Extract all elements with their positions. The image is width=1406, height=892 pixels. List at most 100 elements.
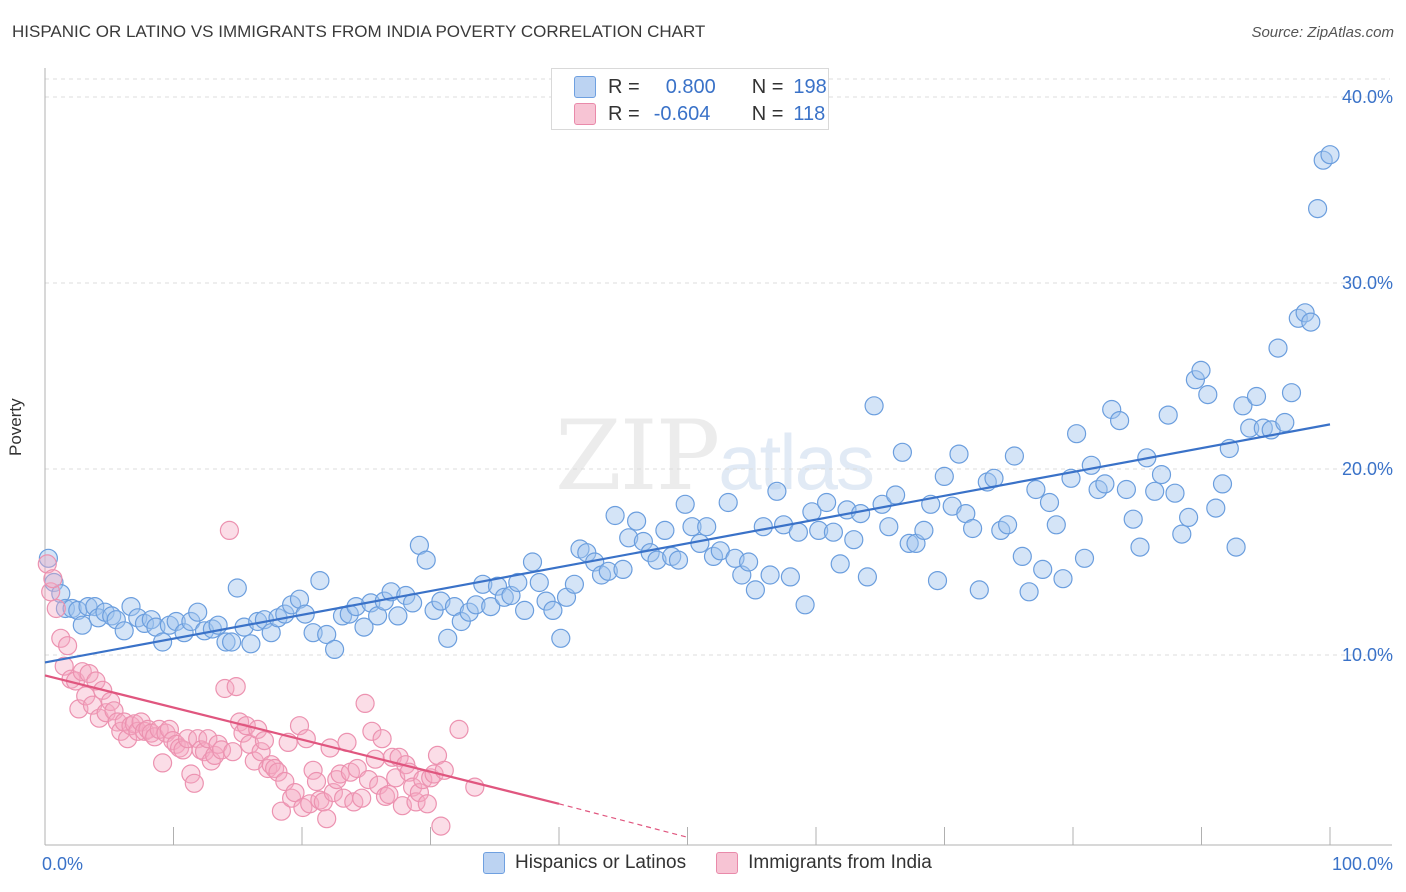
point-hispanics [675, 494, 695, 514]
trend-line-india-extrapolated [558, 803, 688, 838]
point-india [417, 794, 437, 814]
point-india [254, 730, 274, 751]
point-hispanics [222, 632, 242, 652]
point-india [153, 753, 173, 773]
point-hispanics [816, 492, 837, 513]
point-hispanics [1053, 569, 1073, 589]
point-hispanics [1081, 455, 1101, 475]
point-india [72, 662, 92, 682]
point-india [261, 755, 281, 775]
point-hispanics [997, 515, 1018, 535]
point-hispanics [1039, 492, 1060, 513]
point-hispanics [1178, 507, 1199, 528]
point-hispanics [1074, 548, 1095, 568]
point-hispanics [1246, 386, 1267, 407]
point-hispanics [1281, 383, 1302, 403]
point-india [271, 801, 291, 821]
watermark-atlas: atlas [718, 418, 875, 506]
point-india [379, 784, 399, 805]
legend-item-hispanics[interactable]: Hispanics or Latinos [483, 852, 686, 874]
point-hispanics [823, 522, 844, 542]
point-hispanics [598, 561, 618, 581]
point-hispanics [753, 517, 773, 537]
x-tick-label-max: 100.0% [1332, 854, 1393, 874]
point-hispanics [1233, 396, 1253, 416]
point-hispanics [949, 444, 969, 464]
point-hispanics [795, 595, 815, 615]
point-hispanics [381, 582, 401, 602]
point-hispanics [745, 580, 766, 600]
point-hispanics [354, 617, 374, 637]
point-hispanics [647, 550, 667, 570]
point-hispanics [1109, 411, 1130, 431]
point-india [251, 742, 271, 762]
point-india [449, 719, 469, 740]
point-india [258, 758, 278, 779]
point-hispanics [508, 572, 528, 593]
watermark-zip: ZIP [555, 400, 720, 512]
point-india [317, 809, 337, 829]
point-hispanics [605, 505, 625, 526]
point-hispanics [892, 442, 913, 462]
point-hispanics [1185, 370, 1206, 390]
point-hispanics [1191, 360, 1211, 380]
point-hispanics [166, 611, 186, 632]
point-hispanics [1102, 399, 1122, 420]
point-india [362, 721, 382, 741]
point-hispanics [481, 596, 501, 617]
watermark: ZIPatlas [555, 400, 875, 512]
n-value: 118 [793, 102, 826, 125]
point-hispanics [969, 580, 989, 600]
point-hispanics [697, 517, 717, 537]
correlation-legend: R = 0.800 N = 198 R = -0.604 N = 118 [551, 68, 829, 130]
x-tick-label-min: 0.0% [42, 854, 83, 874]
point-hispanics [830, 554, 850, 574]
series-legend: Hispanics or Latinos Immigrants from Ind… [483, 852, 962, 874]
point-hispanics [1004, 446, 1025, 466]
y-tick-label: 10.0% [1342, 645, 1393, 665]
point-hispanics [1158, 405, 1178, 425]
r-value: -0.604 [653, 102, 711, 125]
r-label: R = [608, 102, 640, 125]
point-india [134, 721, 155, 741]
point-hispanics [934, 466, 954, 486]
point-hispanics [72, 615, 92, 635]
chart-title: HISPANIC OR LATINO VS IMMIGRANTS FROM IN… [12, 22, 706, 41]
point-hispanics [767, 481, 787, 501]
point-india [226, 676, 246, 697]
point-hispanics [241, 634, 261, 654]
point-hispanics [1320, 145, 1340, 165]
point-hispanics [529, 572, 549, 593]
legend-swatch-hispanics [574, 76, 596, 98]
point-hispanics [864, 396, 884, 416]
legend-label-hispanics: Hispanics or Latinos [515, 852, 687, 873]
point-hispanics [114, 621, 134, 641]
point-hispanics [551, 628, 571, 648]
point-hispanics [809, 520, 829, 541]
point-hispanics [459, 602, 479, 622]
point-india [358, 769, 379, 790]
point-india [219, 520, 239, 541]
point-hispanics [1172, 524, 1192, 544]
y-tick-label: 40.0% [1342, 87, 1393, 107]
point-hispanics [1307, 199, 1328, 219]
point-hispanics [466, 595, 486, 615]
point-hispanics [962, 518, 983, 539]
axes [44, 68, 1392, 846]
point-hispanics [1130, 537, 1150, 557]
point-hispanics [1095, 474, 1115, 494]
point-india [79, 663, 99, 684]
r-label: R = [608, 75, 640, 98]
point-india [352, 788, 372, 808]
legend-item-india[interactable]: Immigrants from India [716, 852, 932, 874]
point-hispanics [885, 485, 906, 505]
point-hispanics [1226, 537, 1246, 557]
point-hispanics [1026, 479, 1046, 500]
point-hispanics [788, 522, 809, 542]
point-hispanics [668, 550, 689, 570]
point-hispanics [613, 559, 633, 580]
point-india [51, 628, 71, 648]
point-india [198, 729, 218, 749]
r-value: 0.800 [665, 75, 716, 98]
